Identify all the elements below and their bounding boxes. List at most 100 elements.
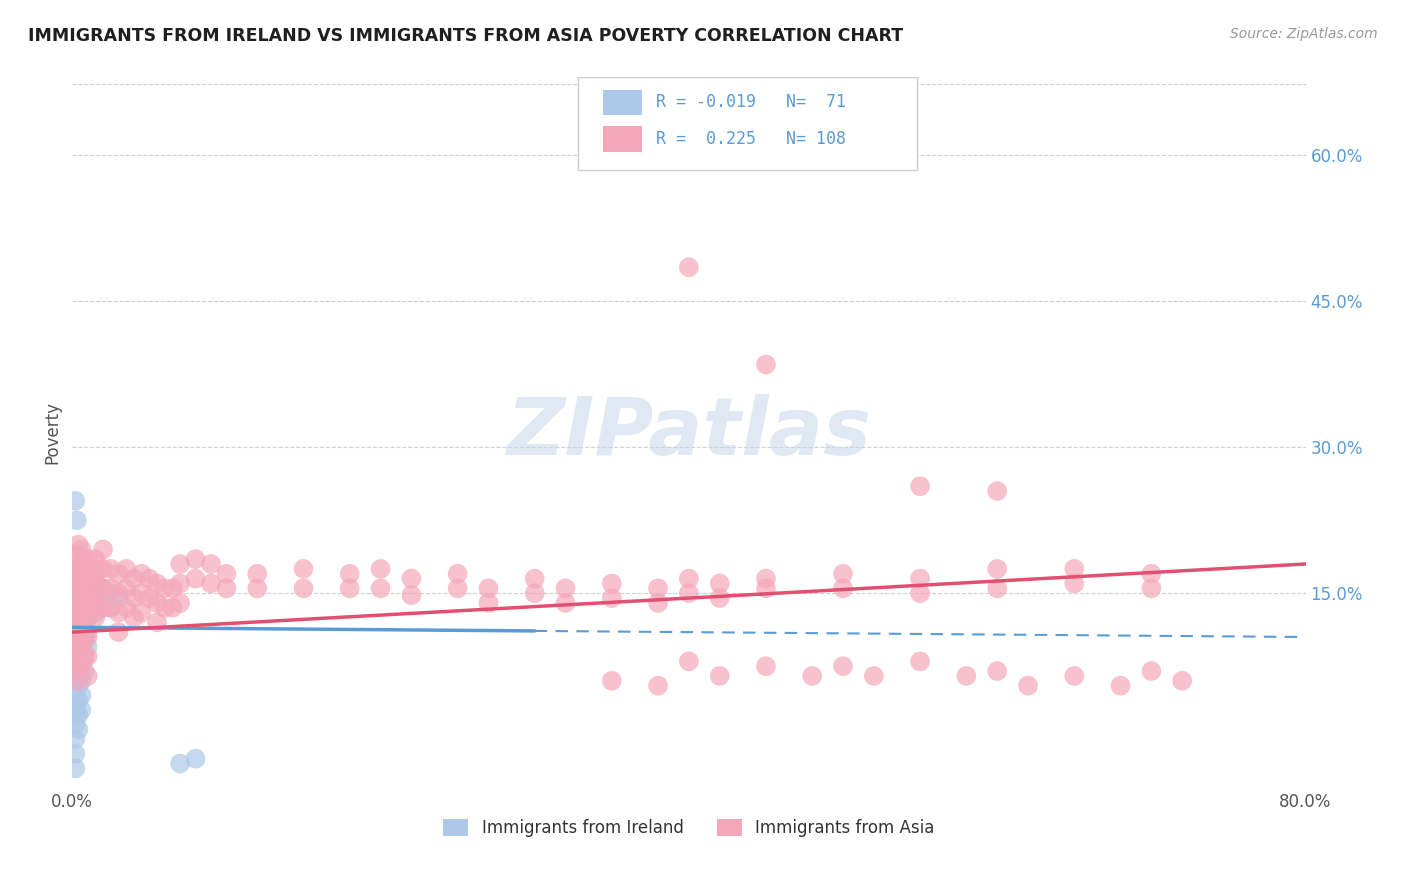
Point — [70, 630, 93, 644]
Point — [73, 630, 96, 644]
Point — [70, 586, 93, 600]
Point — [84, 606, 107, 620]
Point — [200, 557, 222, 571]
Point — [70, 703, 93, 717]
Point — [65, 600, 87, 615]
Point — [107, 591, 129, 605]
Point — [91, 542, 114, 557]
Point — [65, 493, 87, 508]
Point — [122, 591, 145, 605]
Point — [115, 582, 138, 596]
Point — [70, 542, 93, 557]
Point — [70, 673, 93, 688]
Point — [446, 582, 468, 596]
Point — [523, 572, 546, 586]
Point — [65, 566, 87, 581]
Point — [65, 586, 87, 600]
Point — [67, 547, 90, 561]
Point — [100, 562, 122, 576]
Point — [76, 669, 98, 683]
Point — [292, 582, 315, 596]
Point — [91, 562, 114, 576]
Point — [709, 591, 731, 605]
Point — [67, 649, 90, 664]
Point — [73, 635, 96, 649]
Point — [339, 582, 361, 596]
Point — [65, 673, 87, 688]
Point — [67, 654, 90, 668]
Point — [554, 582, 576, 596]
Point — [832, 582, 855, 596]
Point — [73, 591, 96, 605]
Point — [986, 582, 1008, 596]
Point — [678, 260, 700, 275]
Point — [70, 659, 93, 673]
Point — [89, 582, 111, 596]
Point — [67, 673, 90, 688]
Point — [100, 586, 122, 600]
Point — [162, 582, 184, 596]
Point — [955, 669, 977, 683]
Point — [169, 557, 191, 571]
Point — [647, 679, 669, 693]
Point — [100, 600, 122, 615]
Point — [84, 576, 107, 591]
Point — [131, 606, 153, 620]
Point — [76, 610, 98, 624]
Point — [67, 679, 90, 693]
Point — [65, 644, 87, 658]
Point — [863, 669, 886, 683]
Point — [73, 552, 96, 566]
Point — [65, 659, 87, 673]
Point — [107, 566, 129, 581]
Point — [91, 600, 114, 615]
Point — [908, 654, 931, 668]
Point — [246, 582, 269, 596]
Point — [70, 572, 93, 586]
Point — [908, 479, 931, 493]
Point — [65, 703, 87, 717]
Point — [67, 635, 90, 649]
Point — [1140, 566, 1163, 581]
Text: R = -0.019   N=  71: R = -0.019 N= 71 — [655, 94, 845, 112]
Point — [115, 600, 138, 615]
Point — [200, 576, 222, 591]
Point — [65, 644, 87, 658]
Point — [84, 552, 107, 566]
Point — [73, 649, 96, 664]
Point — [146, 576, 169, 591]
Point — [89, 600, 111, 615]
Point — [801, 669, 824, 683]
Point — [339, 566, 361, 581]
Point — [647, 582, 669, 596]
Point — [70, 557, 93, 571]
Point — [67, 576, 90, 591]
Point — [66, 513, 89, 527]
Point — [70, 620, 93, 634]
Point — [76, 630, 98, 644]
Point — [246, 566, 269, 581]
Point — [70, 615, 93, 630]
Point — [73, 606, 96, 620]
Text: IMMIGRANTS FROM IRELAND VS IMMIGRANTS FROM ASIA POVERTY CORRELATION CHART: IMMIGRANTS FROM IRELAND VS IMMIGRANTS FR… — [28, 27, 903, 45]
Point — [832, 566, 855, 581]
Point — [80, 586, 103, 600]
Point — [65, 582, 87, 596]
Point — [755, 572, 778, 586]
Point — [70, 689, 93, 703]
Text: R =  0.225   N= 108: R = 0.225 N= 108 — [655, 130, 845, 148]
Point — [67, 707, 90, 722]
Point — [65, 761, 87, 775]
Point — [76, 596, 98, 610]
Point — [100, 600, 122, 615]
Point — [67, 537, 90, 551]
Point — [80, 600, 103, 615]
Point — [215, 566, 238, 581]
Point — [986, 483, 1008, 498]
Point — [91, 596, 114, 610]
Point — [477, 596, 499, 610]
Point — [84, 591, 107, 605]
Point — [678, 586, 700, 600]
Point — [1140, 664, 1163, 678]
Point — [65, 615, 87, 630]
